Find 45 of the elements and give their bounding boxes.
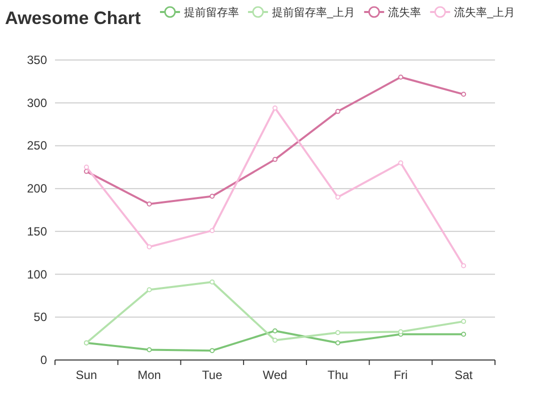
point <box>146 244 152 250</box>
x-tick-label: Tue <box>202 368 223 382</box>
y-tick-label: 200 <box>26 182 48 196</box>
point <box>398 329 404 334</box>
y-tick-label: 100 <box>26 267 48 282</box>
point <box>461 92 466 97</box>
point <box>84 168 89 174</box>
y-tick-label: 300 <box>26 96 48 110</box>
chart-title: Awesome Chart <box>5 8 141 28</box>
point <box>146 347 152 352</box>
point <box>335 330 340 336</box>
point <box>398 74 404 80</box>
y-tick-label: 50 <box>34 310 48 324</box>
point <box>210 194 215 199</box>
x-tick-label: Wed <box>262 368 288 382</box>
point <box>272 328 278 334</box>
x-tick-label: Mon <box>138 368 161 382</box>
point <box>335 340 340 346</box>
point <box>84 164 89 170</box>
y-tick-label: 150 <box>26 224 48 238</box>
y-tick-label: 350 <box>26 53 48 67</box>
legend-label: 流失率 <box>388 6 422 19</box>
x-tick-label: Sun <box>76 368 98 382</box>
x-tick-label: Thu <box>328 368 348 382</box>
point <box>272 156 278 162</box>
point <box>146 287 152 292</box>
y-tick-label: 250 <box>26 138 48 153</box>
x-tick-label: Fri <box>394 368 408 382</box>
point <box>146 202 152 206</box>
point <box>335 194 340 200</box>
x-tick-label: Sat <box>454 368 474 382</box>
point <box>335 108 340 114</box>
point <box>272 338 278 343</box>
point <box>210 280 215 284</box>
point <box>398 160 404 166</box>
legend-label: 提前留存率 <box>184 6 239 19</box>
point <box>210 228 215 234</box>
point <box>272 106 278 110</box>
point <box>461 332 466 337</box>
y-tick-label: 0 <box>40 353 48 367</box>
legend-label: 流失率_上月 <box>454 6 516 19</box>
point <box>461 318 466 324</box>
point <box>210 348 215 354</box>
legend-label: 提前留存率_上月 <box>272 6 356 19</box>
point <box>461 263 466 268</box>
